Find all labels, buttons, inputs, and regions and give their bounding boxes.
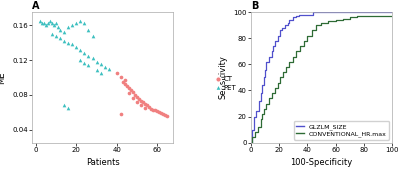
Point [61,31,68,34]
Point [160,113,166,115]
Point [128,89,134,92]
Point [93,69,100,72]
Point [162,113,168,116]
Point [57,37,64,40]
Point [118,113,124,115]
Point [124,85,130,88]
Y-axis label: ME: ME [0,71,6,84]
Point [85,54,92,57]
Point [55,26,62,28]
Point [43,24,49,27]
Point [130,97,136,100]
Point [73,22,80,25]
Point [61,104,68,107]
Point [134,95,140,98]
Point [81,61,88,64]
Point [73,46,80,48]
Point [65,41,72,44]
Point [85,28,92,31]
Point [102,66,108,68]
Point [142,102,148,105]
Point [77,59,84,61]
Legend: GLZLM_SIZE, CONVENTIONAL_HR.max: GLZLM_SIZE, CONVENTIONAL_HR.max [294,121,389,140]
Point [156,111,162,114]
Point [164,114,170,117]
Text: B: B [251,1,258,11]
Point [148,107,154,110]
X-axis label: Patients: Patients [86,158,120,167]
Point [61,39,68,42]
Y-axis label: Sensitivity: Sensitivity [219,56,228,99]
Point [65,26,72,28]
Point [122,79,128,81]
Point [138,100,144,102]
Point [144,104,150,107]
Point [93,60,100,63]
Point [85,64,92,67]
Point [152,109,158,112]
Point [69,43,76,46]
Point [142,106,148,109]
Point [49,21,55,24]
Point [97,63,104,66]
Point [126,86,132,89]
Point [65,106,72,109]
Point [106,67,112,70]
Point [51,24,57,27]
Point [126,92,132,94]
Point [154,110,160,113]
Point [57,28,64,31]
Point [114,72,120,74]
Point [122,83,128,86]
Point [130,91,136,94]
Point [53,34,60,37]
Point [47,19,53,22]
Point [118,76,124,79]
Point [150,108,156,111]
Point [158,112,164,114]
X-axis label: 100-Specificity: 100-Specificity [290,158,352,167]
Point [39,21,45,24]
Point [41,22,47,25]
Point [69,24,76,27]
Point [49,33,55,35]
Point [81,52,88,54]
Point [45,22,51,25]
Point [140,100,146,103]
Point [37,19,43,22]
Point [138,104,144,107]
Point [53,22,60,25]
Text: A: A [32,1,40,11]
Point [134,100,140,103]
Point [136,98,142,101]
Point [77,19,84,22]
Point [77,48,84,51]
Point [97,72,104,74]
Point [146,106,152,108]
Point [120,80,126,83]
Legend: CT, PET: CT, PET [214,75,238,92]
Point [89,34,96,37]
Point [132,93,138,96]
Point [81,22,88,25]
Point [89,57,96,60]
